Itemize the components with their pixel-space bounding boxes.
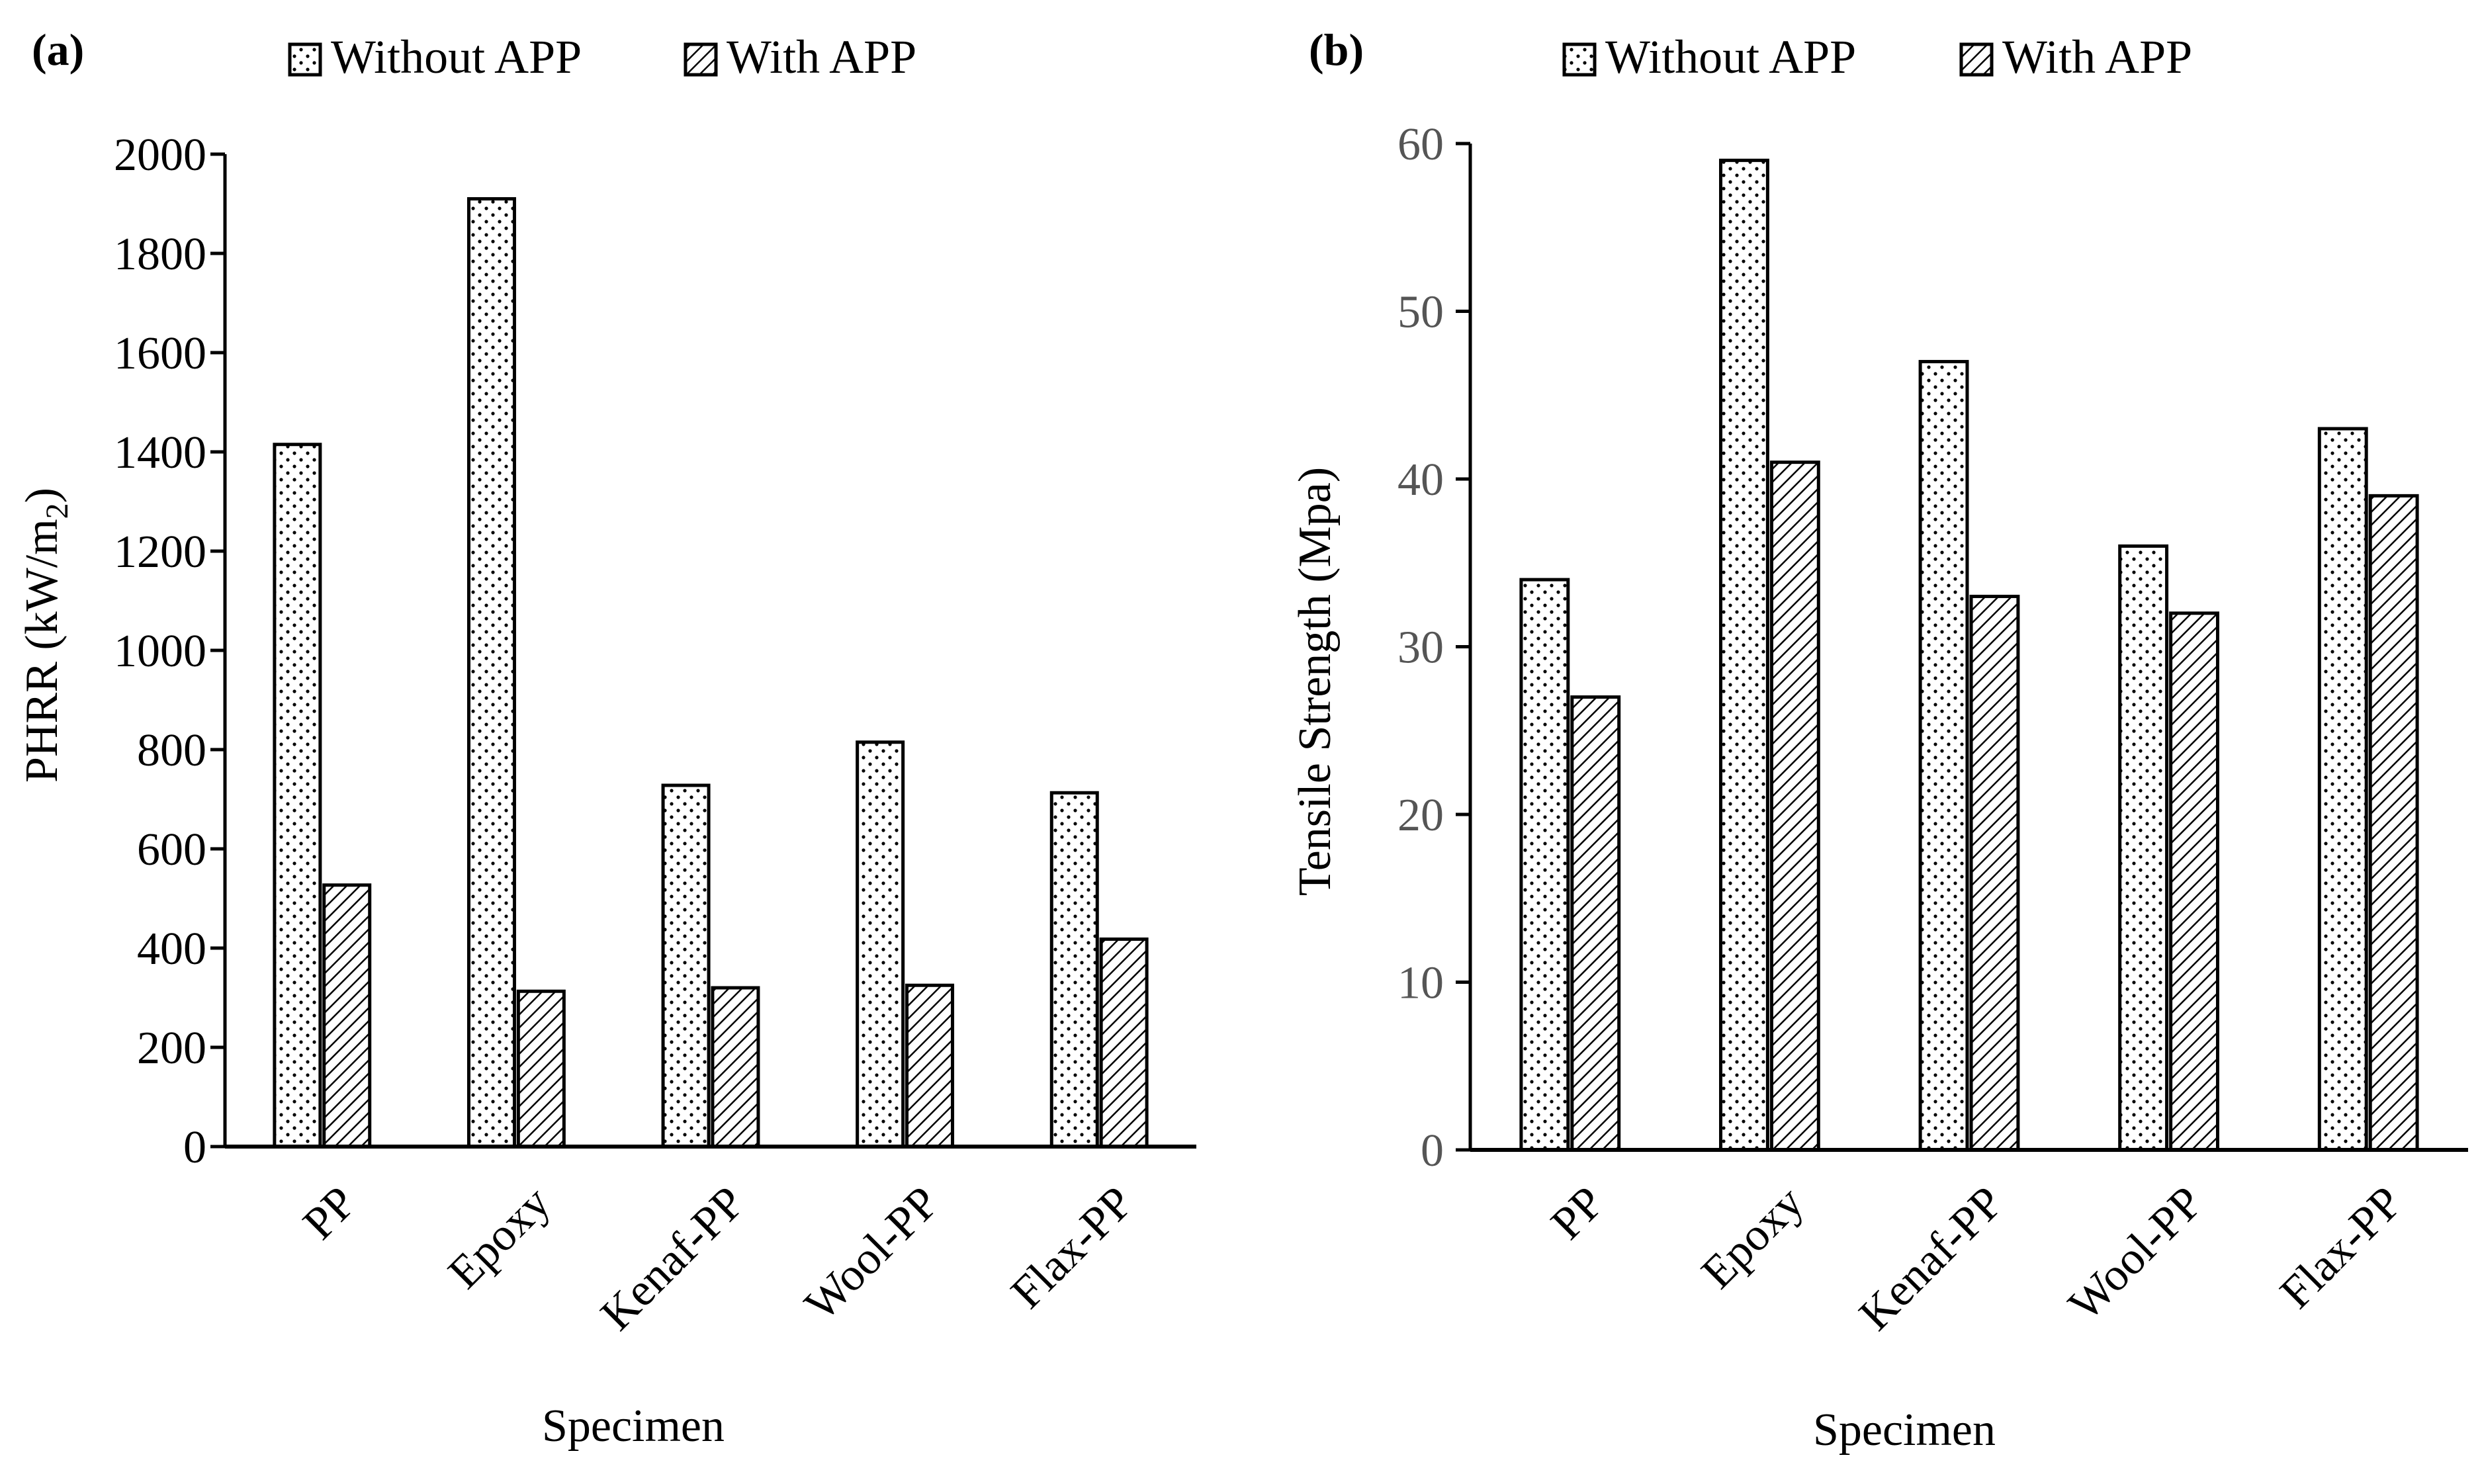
- legend-label-with-app: With APP: [727, 30, 916, 83]
- legend-label-without-app: Without APP: [1605, 30, 1856, 83]
- legend-label-without-app: Without APP: [331, 30, 582, 83]
- y-tick-label: 30: [1397, 623, 1444, 674]
- bar-without-app-flax-pp: [2317, 427, 2368, 1152]
- x-category-label: Wool-PP: [795, 1177, 949, 1331]
- y-tick-label: 50: [1397, 287, 1444, 338]
- y-tick-label: 1800: [114, 229, 206, 280]
- legend-label-with-app: With APP: [2002, 30, 2192, 83]
- bar-with-app-wool-pp: [2169, 611, 2219, 1152]
- y-tick-label: 0: [1421, 1125, 1444, 1176]
- bar-with-app-epoxy: [516, 989, 566, 1149]
- x-category-label: Flax-PP: [1002, 1177, 1143, 1319]
- y-tick-label: 20: [1397, 790, 1444, 841]
- y-tick-label: 60: [1397, 119, 1444, 170]
- legend: Without APP With APP: [288, 30, 916, 83]
- bar-without-app-flax-pp: [1049, 791, 1099, 1149]
- y-tick-label: 2000: [114, 130, 206, 181]
- bar-with-app-kenaf-pp: [711, 986, 760, 1149]
- x-axis-title: Specimen: [542, 1401, 725, 1452]
- bars: [273, 197, 1149, 1149]
- bar-with-app-flax-pp: [2368, 494, 2419, 1152]
- x-category-label: PP: [1542, 1177, 1615, 1250]
- y-tick-label: 200: [137, 1023, 206, 1074]
- x-axis-category-labels: PP Epoxy Kenaf-PP Wool-PP Flax-PP: [294, 1177, 1143, 1340]
- y-tick-label: 10: [1397, 958, 1444, 1009]
- x-category-label: Wool-PP: [2059, 1177, 2213, 1331]
- legend-swatch-without-app: [1562, 42, 1597, 77]
- bar-with-app-pp: [322, 883, 372, 1149]
- x-category-label: Epoxy: [1692, 1177, 1814, 1299]
- bars: [1519, 158, 2419, 1152]
- bar-without-app-wool-pp: [856, 740, 905, 1149]
- y-tick-label: 600: [137, 824, 206, 875]
- x-axis-category-labels: PP Epoxy Kenaf-PP Wool-PP Flax-PP: [1542, 1177, 2413, 1340]
- legend-swatch-with-app: [1959, 42, 1994, 77]
- y-tick-label: 40: [1397, 455, 1444, 505]
- panel-label: (a): [32, 24, 84, 75]
- x-category-label: Epoxy: [439, 1177, 560, 1299]
- x-category-label: Flax-PP: [2271, 1177, 2413, 1319]
- y-axis-ticks: 0 200 400 600 800 1000 1200 1400 1600 1800 2000: [114, 130, 225, 1173]
- y-tick-label: 1400: [114, 427, 206, 478]
- bar-with-app-pp: [1570, 695, 1621, 1152]
- x-category-label: Kenaf-PP: [591, 1177, 754, 1340]
- chart-panel-a: (a) Without APP With APP 0 200 400 600 800 10…: [17, 24, 1196, 1452]
- y-axis-title: Tensile Strength (Mpa): [1290, 467, 1341, 896]
- bar-with-app-wool-pp: [905, 983, 955, 1149]
- y-tick-label: 1600: [114, 328, 206, 379]
- y-tick-label: 1000: [114, 626, 206, 677]
- bar-without-app-pp: [1519, 578, 1570, 1152]
- y-axis-ticks: 0 10 20 30 40 50 60: [1397, 119, 1470, 1176]
- bar-without-app-pp: [273, 443, 322, 1149]
- y-tick-label: 1200: [114, 527, 206, 578]
- x-category-label: PP: [294, 1177, 367, 1250]
- bar-without-app-kenaf-pp: [1918, 360, 1969, 1152]
- panel-label: (b): [1309, 24, 1364, 75]
- bar-with-app-epoxy: [1769, 460, 1820, 1152]
- bar-without-app-epoxy: [1719, 158, 1769, 1152]
- legend-swatch-with-app: [684, 42, 718, 77]
- bar-without-app-kenaf-pp: [661, 783, 711, 1149]
- bar-with-app-flax-pp: [1099, 938, 1149, 1149]
- y-tick-label: 800: [137, 725, 206, 776]
- chart-panel-b: (b) Without APP With APP 0 10 20 30 40 50 60 P…: [1290, 24, 2468, 1456]
- y-tick-label: 0: [183, 1122, 206, 1173]
- bar-without-app-wool-pp: [2118, 544, 2169, 1152]
- y-tick-label: 400: [137, 924, 206, 975]
- x-category-label: Kenaf-PP: [1849, 1177, 2013, 1340]
- bar-with-app-kenaf-pp: [1969, 594, 2020, 1152]
- legend: Without APP With APP: [1562, 30, 2192, 83]
- bar-without-app-epoxy: [466, 197, 516, 1149]
- x-axis-title: Specimen: [1813, 1405, 1996, 1456]
- legend-swatch-without-app: [288, 42, 322, 77]
- y-axis-title: PHRR (kW/m2): [17, 488, 75, 783]
